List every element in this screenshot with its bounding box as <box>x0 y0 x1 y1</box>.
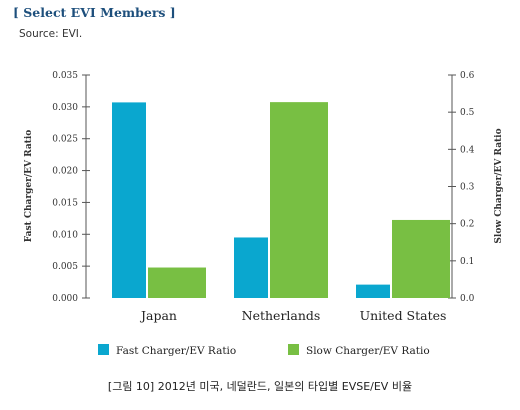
legend: Fast Charger/EV Ratio Slow Charger/EV Ra… <box>98 344 430 357</box>
y-tick-label-right: 0.3 <box>460 183 475 193</box>
y-tick-label-left: 0.015 <box>52 198 78 208</box>
plot-area: 0.000 0.005 0.010 0.015 0.020 0.025 0.030 0.035… <box>52 71 474 323</box>
x-tick-label: Netherlands <box>242 308 321 323</box>
bar-fast-united-states <box>356 284 390 298</box>
bar-fast-netherlands <box>234 237 268 298</box>
y-tick-label-right: 0.5 <box>460 108 475 118</box>
y-axis-left-label: Fast Charger/EV Ratio <box>24 130 34 243</box>
y-tick-label-right: 0.1 <box>460 257 474 267</box>
bar-slow-netherlands <box>270 102 328 298</box>
y-tick-label-left: 0.010 <box>52 230 78 240</box>
y-axis-right-label: Slow Charger/EV Ratio <box>494 128 504 243</box>
chart-title: [ Select EVI Members ] <box>13 5 176 20</box>
y-tick-label-left: 0.020 <box>52 167 78 177</box>
bar-slow-japan <box>148 267 206 298</box>
legend-swatch-fast <box>98 344 109 355</box>
y-tick-label-left: 0.035 <box>52 71 78 81</box>
y-tick-label-left: 0.025 <box>52 135 78 145</box>
bar-slow-united-states <box>392 219 450 298</box>
y-tick-label-right: 0.0 <box>460 294 475 304</box>
figure-caption: [그림 10] 2012년 미국, 네덜란드, 일본의 타입별 EVSE/EV … <box>108 379 412 393</box>
legend-swatch-slow <box>288 344 299 355</box>
y-tick-label-left: 0.030 <box>52 103 78 113</box>
legend-label-fast: Fast Charger/EV Ratio <box>116 345 236 357</box>
y-tick-label-right: 0.6 <box>460 71 475 81</box>
bar-fast-japan <box>112 102 146 298</box>
y-tick-label-right: 0.2 <box>460 220 474 230</box>
y-tick-label-right: 0.4 <box>460 145 475 155</box>
legend-label-slow: Slow Charger/EV Ratio <box>306 345 430 357</box>
x-tick-label: United States <box>360 308 447 323</box>
x-tick-label: Japan <box>139 308 177 323</box>
y-tick-label-left: 0.005 <box>52 262 78 272</box>
source-note: Source: EVI. <box>19 28 82 40</box>
y-tick-label-left: 0.000 <box>52 294 78 304</box>
